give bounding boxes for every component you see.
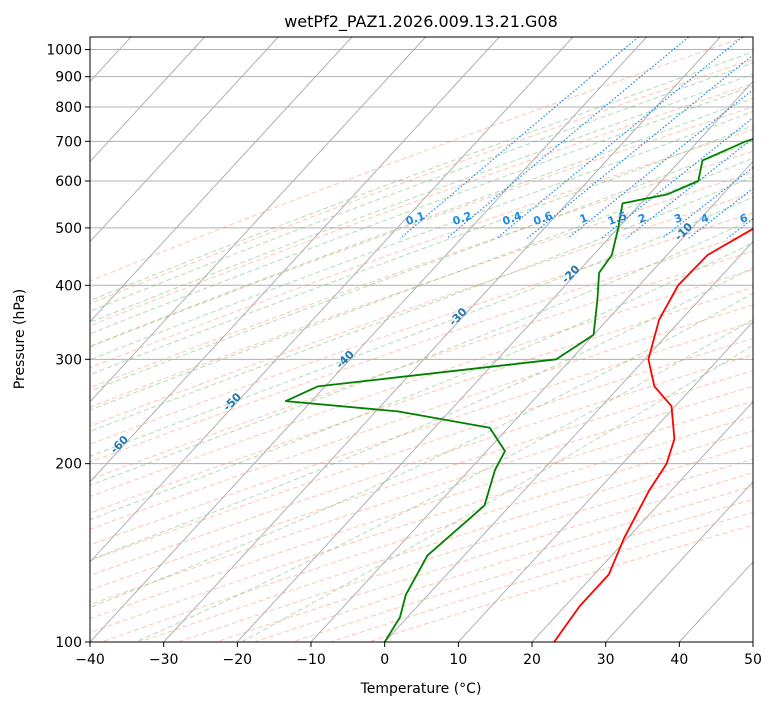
isotherm-line — [90, 37, 279, 243]
y-tick-label: 1000 — [46, 43, 82, 59]
mixing-ratio-label: 1.5 — [606, 209, 629, 228]
moist-adiabat-line — [90, 73, 753, 323]
mixing-ratio-label: 0.6 — [532, 209, 555, 228]
x-tick-label: 20 — [523, 652, 541, 668]
x-tick-label: 0 — [380, 652, 389, 668]
isotherm-line — [457, 320, 753, 642]
y-axis-title: Pressure (hPa) — [12, 289, 28, 389]
mixing-ratio-label: 4 — [699, 211, 711, 226]
moist-adiabat-line — [90, 176, 753, 433]
moist-adiabat-line — [90, 97, 753, 347]
dry-adiabat-line — [90, 231, 753, 463]
isotherm-line — [531, 401, 753, 642]
chart-title: wetPf2_PAZ1.2026.009.13.21.G08 — [284, 12, 558, 32]
mixing-ratio-label: 2 — [636, 211, 648, 226]
moist-adiabat-line — [90, 242, 753, 521]
pressure-gridlines — [90, 49, 753, 642]
moist-adiabat-line — [90, 110, 753, 361]
isotherm-line — [90, 37, 426, 403]
x-tick-label: −30 — [149, 652, 179, 668]
plot-frame — [89, 36, 754, 643]
dry-adiabat-line — [90, 268, 753, 498]
mixing-ratio-line — [526, 54, 753, 239]
y-tick-label: 100 — [55, 635, 82, 651]
dry-adiabat-line — [254, 485, 753, 642]
moist-adiabat-line — [90, 62, 753, 312]
x-tick-label: 40 — [670, 652, 688, 668]
y-tick-label: 500 — [55, 221, 82, 237]
mixing-ratio-line — [399, 37, 639, 239]
x-axis-ticks: −40 −30 −20 −10 0 10 20 30 40 50 — [75, 642, 762, 668]
dry-adiabat-line — [90, 150, 753, 389]
dry-adiabat-line — [90, 354, 753, 576]
isotherm-line — [90, 37, 574, 563]
dry-adiabat-line — [215, 472, 753, 642]
mixing-ratio-lines — [399, 37, 753, 239]
temperature-line — [553, 227, 753, 642]
moist-adiabat-line — [90, 140, 753, 392]
isotherm-line — [90, 37, 647, 642]
y-tick-label: 600 — [55, 174, 82, 190]
isotherm-line — [236, 80, 753, 642]
mixing-ratio-label: 1 — [578, 211, 590, 226]
plot-area: -100-90-80-70-60-50-40-30-20-10010203040… — [90, 37, 753, 642]
x-tick-label: −10 — [296, 652, 326, 668]
y-tick-label: 300 — [55, 352, 82, 368]
x-axis-title: Temperature (°C) — [360, 681, 482, 697]
dry-adiabat-line — [90, 304, 753, 530]
dry-adiabat-line — [90, 106, 753, 348]
y-tick-label: 800 — [55, 100, 82, 116]
mixing-ratio-line — [567, 88, 753, 239]
y-tick-label: 200 — [55, 457, 82, 473]
mixing-ratio-label: 3 — [672, 211, 684, 226]
moist-adiabat-line — [90, 218, 753, 486]
y-tick-label: 900 — [55, 70, 82, 86]
y-tick-label: 400 — [55, 278, 82, 294]
mixing-ratio-label: 0.2 — [451, 209, 474, 228]
moist-adiabats — [90, 51, 753, 642]
mixing-ratio-label: 0.4 — [501, 209, 524, 228]
dry-adiabat-line — [90, 192, 753, 427]
x-tick-label: −20 — [223, 652, 253, 668]
dewpoint-line — [284, 138, 753, 642]
dry-adiabats — [90, 37, 753, 642]
x-tick-label: 10 — [449, 652, 467, 668]
isotherm-line — [310, 160, 753, 642]
mixing-ratio-line — [661, 166, 753, 239]
isotherm-line — [605, 481, 753, 642]
dry-adiabat-line — [90, 385, 753, 606]
isotherm-line — [384, 240, 753, 642]
dry-adiabat-line — [90, 370, 753, 591]
dry-adiabat-line — [90, 321, 753, 546]
dry-adiabat-line — [90, 171, 753, 408]
dry-adiabat-line — [90, 128, 753, 369]
moist-adiabat-line — [90, 51, 753, 302]
isotherm-line — [163, 37, 721, 642]
dry-adiabat-line — [90, 337, 753, 561]
mixing-ratio-line — [496, 37, 743, 239]
moist-adiabat-line — [90, 157, 753, 411]
isotherms — [90, 37, 753, 642]
mixing-ratio-label: 6 — [738, 211, 750, 226]
isotherm-line — [90, 37, 205, 163]
moist-adiabat-line — [241, 344, 753, 642]
isotherm-line — [90, 37, 500, 483]
moist-adiabat-line — [90, 267, 753, 561]
mixing-ratio-label: 0.1 — [404, 209, 427, 228]
x-tick-label: −40 — [75, 652, 105, 668]
profile-series — [284, 138, 753, 642]
y-axis-ticks: 100 200 300 400 500 600 700 800 900 1000 — [46, 43, 90, 651]
y-tick-label: 700 — [55, 134, 82, 150]
isotherm-line — [90, 37, 353, 323]
dry-adiabat-line — [292, 498, 753, 642]
dry-adiabat-line — [177, 458, 753, 642]
x-tick-label: 30 — [597, 652, 615, 668]
x-tick-label: 50 — [744, 652, 762, 668]
mixing-ratio-line — [446, 37, 689, 239]
dry-adiabat-line — [139, 444, 753, 642]
